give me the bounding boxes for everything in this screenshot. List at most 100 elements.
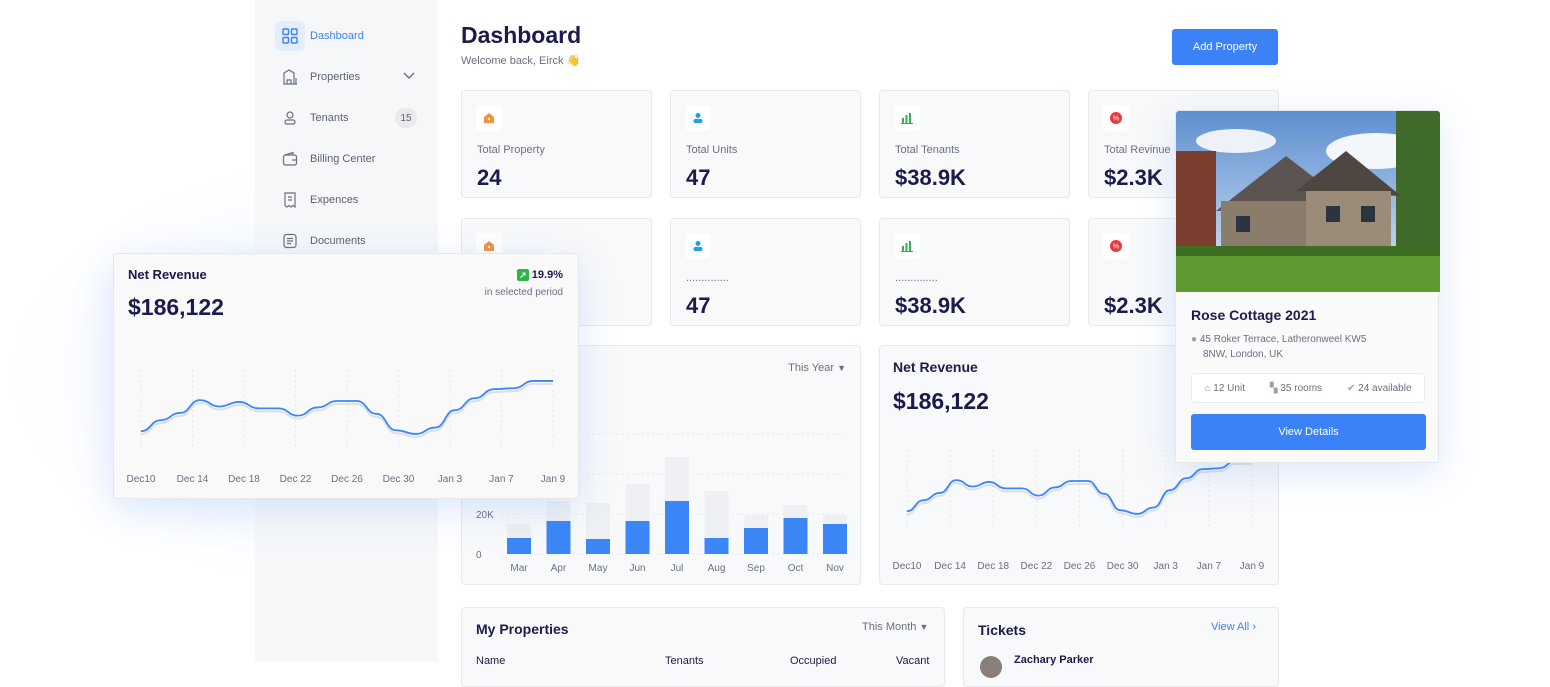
percent-icon: %: [1103, 233, 1129, 259]
y-tick-label: 0: [476, 550, 482, 561]
x-tick-label: Jan 9: [1240, 561, 1265, 572]
net-revenue-line-chart: Dec10 Dec 14 Dec 18 Dec 22 Dec 26 Dec 30 Jan 3…: [893, 450, 1265, 572]
stat-label: Total Revinue: [1104, 144, 1171, 156]
overlay-total: $186,122: [128, 294, 224, 320]
location-pin-icon: ●: [1191, 334, 1198, 345]
x-tick-label: Dec10: [893, 561, 922, 572]
stat-label: Total Property: [477, 144, 545, 156]
my-properties-period-select[interactable]: This Month ▼: [862, 621, 929, 633]
x-tick-label: Jan 3: [438, 474, 463, 485]
caret-down-icon: ▼: [837, 363, 846, 373]
available-info: ✔ 24 available: [1346, 382, 1412, 394]
receipt-icon: [275, 185, 305, 215]
x-tick-label: Mar: [510, 563, 528, 574]
stat-label: Total Tenants: [895, 144, 960, 156]
stat-value: $2.3K: [1104, 165, 1163, 190]
house-icon: ⌂: [1204, 382, 1211, 394]
user-icon: [685, 105, 711, 131]
bar-value: [507, 538, 531, 554]
x-tick-label: Oct: [788, 563, 804, 574]
x-tick-label: Aug: [708, 563, 726, 574]
view-details-button[interactable]: View Details: [1191, 414, 1426, 450]
stat-card--: .............. 47: [670, 218, 861, 326]
change-note: in selected period: [484, 287, 563, 298]
period-select[interactable]: This Year ▼: [788, 362, 846, 374]
check-circle-icon: ✔: [1346, 382, 1356, 394]
x-tick-label: Jan 9: [541, 474, 566, 485]
stat-card-total-property: Total Property 24: [461, 90, 652, 198]
revenue-line: [906, 460, 1252, 515]
x-tick-label: Dec 14: [934, 561, 966, 572]
view-all-link[interactable]: View All ›: [1210, 621, 1256, 633]
sidebar-item-dashboard[interactable]: Dashboard: [275, 21, 417, 51]
wallet-icon: [275, 144, 305, 174]
x-tick-label: Dec 30: [383, 474, 415, 485]
net-revenue-overlay-card: Net Revenue $186,122 ↗ 19.9% in selected…: [113, 253, 579, 499]
x-tick-label: Dec 30: [1107, 561, 1139, 572]
sidebar-item-tenants[interactable]: Tenants 15: [275, 103, 417, 133]
sidebar-item-label: Billing Center: [310, 153, 376, 165]
add-property-button[interactable]: Add Property: [1172, 29, 1278, 65]
chevron-down-icon[interactable]: [403, 71, 415, 83]
sidebar-item-properties[interactable]: Properties: [275, 62, 417, 92]
caret-down-icon: ▼: [919, 622, 929, 632]
wave-icon: 👋: [566, 55, 581, 67]
column-header-name[interactable]: Name: [476, 655, 506, 667]
avatar: [980, 656, 1002, 678]
net-revenue-total: $186,122: [893, 388, 989, 414]
stat-value: $2.3K: [1104, 293, 1163, 318]
sidebar-item-billing-center[interactable]: Billing Center: [275, 144, 417, 174]
x-tick-label: Jan 7: [489, 474, 514, 485]
bar-value: [586, 539, 610, 554]
revenue-line: [140, 380, 553, 435]
stat-value: 47: [686, 293, 711, 318]
chevron-right-icon: ›: [1252, 621, 1256, 633]
page-title: Dashboard: [461, 22, 582, 48]
bar-chart-icon: [894, 105, 920, 131]
bar-value: [625, 521, 650, 554]
x-tick-label: May: [589, 563, 608, 574]
arrow-up-right-icon: ↗: [516, 269, 529, 281]
line-shadow: [906, 462, 1252, 518]
bar-chart-icon: [894, 233, 920, 259]
x-tick-label: Dec 26: [1064, 561, 1096, 572]
home-icon: [476, 105, 502, 131]
x-tick-label: Jan 7: [1197, 561, 1222, 572]
column-header-tenants[interactable]: Tenants: [665, 655, 704, 667]
x-tick-label: Dec 22: [1021, 561, 1053, 572]
column-header-vacant[interactable]: Vacant: [896, 655, 930, 667]
stat-card-total-units: Total Units 47: [670, 90, 861, 198]
sidebar-item-label: Tenants: [310, 112, 349, 124]
sidebar-item-expences[interactable]: Expences: [275, 185, 417, 215]
grid-icon: [275, 21, 305, 51]
property-card: Rose Cottage 2021 ● 45 Roker Terrace, La…: [1175, 110, 1440, 463]
bar-value: [783, 518, 808, 554]
line-shadow: [140, 382, 553, 438]
x-tick-label: Jul: [671, 563, 684, 574]
bar-value: [704, 538, 729, 554]
stat-card-total-tenants: Total Tenants $38.9K: [879, 90, 1070, 198]
column-header-occupied[interactable]: Occupied: [790, 655, 837, 667]
user-icon: [275, 103, 305, 133]
x-tick-label: Dec 14: [177, 474, 209, 485]
x-tick-label: Dec 18: [977, 561, 1009, 572]
x-tick-label: Jun: [629, 563, 645, 574]
rooms-icon: ▚: [1269, 382, 1278, 394]
svg-text:%: %: [1113, 244, 1119, 251]
stat-value: $38.9K: [895, 293, 966, 318]
units-info: ⌂ 12 Unit: [1204, 382, 1245, 394]
my-properties-title: My Properties: [476, 621, 569, 637]
sidebar-item-label: Dashboard: [310, 30, 364, 42]
ticket-name[interactable]: Zachary Parker: [1014, 654, 1094, 666]
building-icon: [275, 62, 305, 92]
sidebar-item-documents[interactable]: Documents: [275, 226, 417, 256]
rooms-info: ▚ 35 rooms: [1269, 382, 1323, 394]
stat-value: 47: [686, 165, 711, 190]
y-tick-label: 20K: [476, 510, 494, 521]
x-tick-label: Dec 18: [228, 474, 260, 485]
sidebar-item-label: Properties: [310, 71, 361, 83]
net-revenue-title: Net Revenue: [893, 359, 978, 375]
property-name: Rose Cottage 2021: [1191, 307, 1317, 323]
x-tick-label: Apr: [551, 563, 567, 574]
tenants-count-badge: 15: [395, 108, 417, 128]
